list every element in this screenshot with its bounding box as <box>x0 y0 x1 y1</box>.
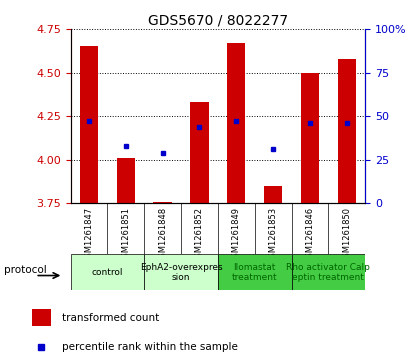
Text: control: control <box>92 268 123 277</box>
Text: GSM1261849: GSM1261849 <box>232 207 241 263</box>
Bar <box>264 186 282 203</box>
Text: transformed count: transformed count <box>62 313 159 323</box>
Text: GSM1261853: GSM1261853 <box>269 207 278 264</box>
Text: GSM1261850: GSM1261850 <box>342 207 351 263</box>
Bar <box>144 254 218 290</box>
Bar <box>32 309 51 326</box>
Title: GDS5670 / 8022277: GDS5670 / 8022277 <box>148 14 288 28</box>
Bar <box>117 158 135 203</box>
Text: EphA2-overexpres
sion: EphA2-overexpres sion <box>140 262 222 282</box>
Bar <box>80 46 98 203</box>
Text: Rho activator Calp
eptin treatment: Rho activator Calp eptin treatment <box>286 262 370 282</box>
Text: GSM1261848: GSM1261848 <box>158 207 167 264</box>
Bar <box>71 254 144 290</box>
Text: GSM1261851: GSM1261851 <box>121 207 130 263</box>
Bar <box>154 201 172 203</box>
Bar <box>227 43 246 203</box>
Text: Ilomastat
treatment: Ilomastat treatment <box>232 262 278 282</box>
Bar <box>218 254 291 290</box>
Text: GSM1261847: GSM1261847 <box>85 207 93 264</box>
Bar <box>301 73 319 203</box>
Bar <box>190 102 209 203</box>
Text: protocol: protocol <box>4 265 47 276</box>
Bar <box>291 254 365 290</box>
Text: GSM1261846: GSM1261846 <box>305 207 315 264</box>
Bar <box>337 59 356 203</box>
Text: GSM1261852: GSM1261852 <box>195 207 204 263</box>
Text: percentile rank within the sample: percentile rank within the sample <box>62 342 238 352</box>
